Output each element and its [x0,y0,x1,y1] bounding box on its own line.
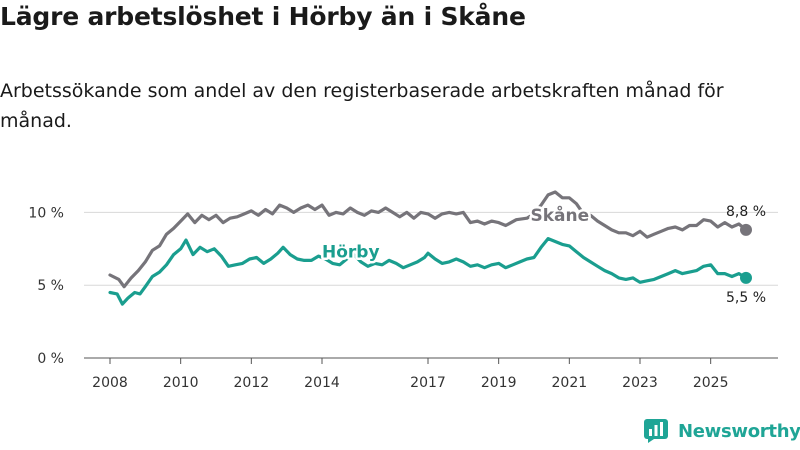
chart-title: Lägre arbetslöshet i Hörby än i Skåne [0,2,526,31]
series-end-dot [740,271,752,284]
series-layer [108,190,752,306]
chart-subtitle: Arbetssökande som andel av den registerb… [0,80,724,132]
series-end-label: 5,5 % [726,290,766,306]
grid-layer [84,211,778,286]
newsworthy-logo-icon [644,419,668,443]
x-tick-label: 2017 [410,375,446,391]
series-name-label: Skåne [530,204,589,226]
x-tick-label: 2008 [92,375,128,391]
series-end-label: 8,8 % [726,204,766,220]
series-name-label: Hörby [322,243,380,263]
x-tick-label: 2023 [622,375,658,391]
axis-layer: 0 % 5 % 10 % 2008 2010 2012 2014 2017 2019 2021 20… [28,205,778,391]
brand-logo: Newsworthy [644,419,800,443]
y-tick-label: 10 % [28,205,64,221]
x-tick-label: 2019 [481,375,517,391]
series-line-skane [108,190,748,289]
x-tick-label: 2021 [552,375,588,391]
y-tick-label: 5 % [37,278,64,294]
y-tick-label: 0 % [37,351,64,367]
brand-name: Newsworthy [678,420,800,442]
x-tick-label: 2010 [163,375,199,391]
series-end-dot [740,223,752,236]
x-tick-label: 2012 [234,375,270,391]
x-tick-label: 2014 [304,375,340,391]
label-layer: 8,8 % 5,5 % Skåne Hörby [320,202,767,306]
series-line-horby [108,237,748,306]
x-tick-label: 2025 [693,375,729,391]
